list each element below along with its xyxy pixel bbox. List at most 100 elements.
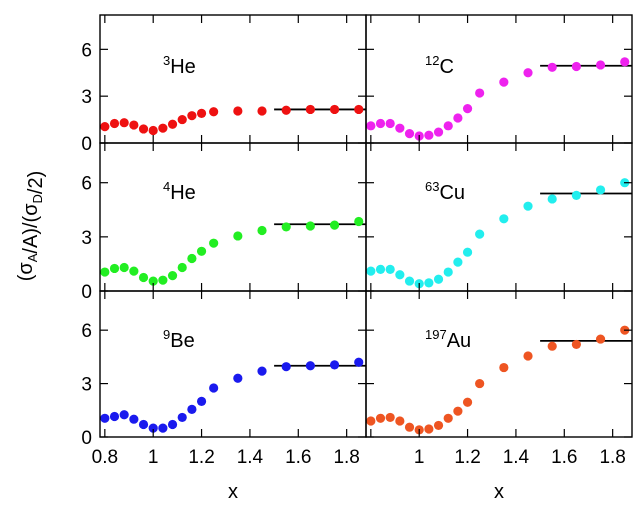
- data-point: [620, 57, 630, 67]
- data-point: [499, 77, 509, 87]
- x-tick-label: 1.2: [454, 447, 480, 468]
- data-point: [100, 267, 110, 277]
- data-point: [167, 119, 178, 129]
- data-point: [595, 185, 606, 195]
- data-point: [499, 362, 509, 373]
- data-point: [366, 121, 376, 131]
- data-point: [100, 122, 110, 132]
- data-point: [281, 222, 291, 232]
- data-point: [177, 114, 187, 125]
- x-tick-label: 1.8: [333, 447, 359, 468]
- data-point: [385, 412, 395, 423]
- x-tick-label: 1: [148, 447, 159, 468]
- data-point: [385, 118, 395, 129]
- data-point: [305, 104, 315, 115]
- data-point: [547, 341, 557, 351]
- x-tick-label: 0.8: [92, 447, 118, 468]
- data-point: [571, 339, 581, 350]
- data-point: [375, 118, 386, 129]
- y-tick-label: 6: [81, 174, 92, 195]
- x-tick-label: 1.8: [599, 447, 625, 468]
- data-point: [366, 266, 376, 276]
- data-point: [138, 124, 149, 134]
- data-point: [257, 225, 267, 236]
- data-point: [233, 231, 243, 241]
- data-point: [129, 266, 139, 276]
- panel-label-element: C: [439, 56, 453, 78]
- data-point: [404, 422, 415, 432]
- data-point: [138, 272, 149, 283]
- panel-label-mass-number: 4: [163, 179, 170, 194]
- data-point: [595, 334, 606, 344]
- data-point: [196, 246, 207, 256]
- data-point: [329, 360, 340, 370]
- panel-label-mass-number: 63: [425, 179, 439, 194]
- data-point: [100, 413, 110, 423]
- y-tick-label: 0: [81, 134, 92, 155]
- data-point: [177, 262, 187, 273]
- y-tick-label: 6: [81, 40, 92, 61]
- data-point: [138, 419, 149, 430]
- data-point: [424, 278, 434, 288]
- y-tick-label: 3: [81, 375, 92, 396]
- y-tick-label: 6: [81, 321, 92, 342]
- data-point: [177, 412, 187, 423]
- data-point: [129, 414, 139, 424]
- data-point: [305, 221, 315, 231]
- panel-label: 9Be: [163, 327, 195, 352]
- x-axis-label: x: [228, 481, 238, 503]
- data-point: [158, 423, 168, 433]
- data-point: [499, 214, 509, 224]
- data-point: [404, 129, 415, 139]
- x-tick-label: 1: [414, 447, 425, 468]
- data-point: [158, 123, 168, 133]
- data-point: [196, 396, 207, 406]
- data-point: [475, 229, 485, 239]
- data-point: [354, 216, 364, 227]
- data-point: [233, 373, 243, 383]
- x-tick-label: 1.6: [551, 447, 577, 468]
- panel-frame: [365, 290, 633, 438]
- data-point: [433, 274, 444, 284]
- data-point: [443, 413, 453, 423]
- data-point: [329, 104, 340, 115]
- data-point: [547, 62, 557, 72]
- data-point: [375, 264, 386, 274]
- data-point: [119, 410, 129, 420]
- panel-label: 197Au: [425, 327, 471, 352]
- data-point: [167, 271, 178, 281]
- data-point: [462, 247, 473, 257]
- data-point: [209, 107, 219, 117]
- data-point: [571, 190, 581, 200]
- data-point: [209, 383, 219, 393]
- y-tick-label: 3: [81, 87, 92, 108]
- data-point: [475, 88, 485, 98]
- y-axis-label-subscript: D: [30, 194, 45, 203]
- data-point: [453, 257, 463, 267]
- panel-label: 12C: [425, 53, 454, 78]
- data-point: [433, 127, 444, 137]
- data-point: [187, 404, 197, 415]
- data-point: [119, 118, 129, 128]
- data-point: [257, 366, 267, 376]
- data-point: [109, 118, 120, 129]
- data-point: [395, 123, 405, 133]
- data-point: [395, 416, 405, 426]
- panel-label: 4He: [163, 179, 196, 204]
- data-point: [281, 105, 291, 115]
- data-point: [187, 253, 197, 264]
- y-axis-label: (σA/A)/(σD/2): [15, 171, 47, 282]
- panel-label: 3He: [163, 53, 196, 78]
- data-point: [404, 276, 415, 286]
- data-point: [547, 194, 557, 204]
- data-point: [523, 201, 533, 211]
- data-point: [119, 262, 129, 273]
- panel-label-mass-number: 197: [425, 327, 447, 342]
- data-point: [129, 120, 139, 130]
- panel-frame: [99, 290, 367, 438]
- data-point: [462, 397, 473, 407]
- data-point: [523, 351, 533, 361]
- data-point: [424, 424, 434, 434]
- x-tick-label: 1.2: [188, 447, 214, 468]
